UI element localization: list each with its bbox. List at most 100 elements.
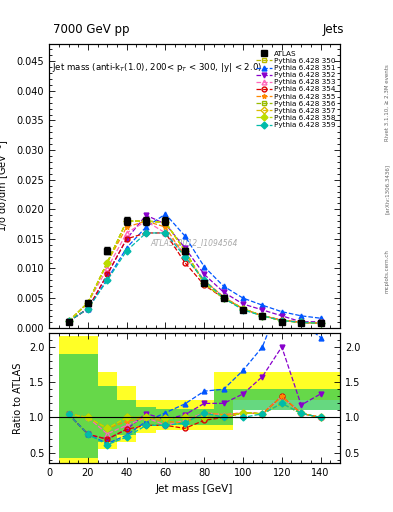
Pythia 6.428 352: [241, 301, 245, 307]
Pythia 6.428 350: [66, 318, 71, 325]
Pythia 6.428 353: [299, 319, 303, 326]
Pythia 6.428 353: [279, 317, 284, 323]
Pythia 6.428 359: [86, 306, 90, 312]
Pythia 6.428 357: [299, 319, 303, 326]
Pythia 6.428 356: [163, 219, 168, 225]
Line: Pythia 6.428 354: Pythia 6.428 354: [66, 230, 323, 326]
Pythia 6.428 354: [202, 282, 207, 288]
Pythia 6.428 353: [318, 320, 323, 326]
Pythia 6.428 355: [124, 224, 129, 230]
Pythia 6.428 351: [182, 233, 187, 239]
Pythia 6.428 353: [182, 250, 187, 257]
Pythia 6.428 351: [241, 295, 245, 301]
Pythia 6.428 350: [221, 295, 226, 301]
Pythia 6.428 354: [182, 260, 187, 266]
Pythia 6.428 359: [221, 295, 226, 301]
Pythia 6.428 357: [144, 218, 149, 224]
Pythia 6.428 357: [241, 306, 245, 312]
Pythia 6.428 357: [182, 248, 187, 254]
Pythia 6.428 355: [241, 306, 245, 312]
Pythia 6.428 352: [279, 313, 284, 319]
Pythia 6.428 356: [86, 300, 90, 306]
Pythia 6.428 352: [124, 236, 129, 242]
Pythia 6.428 353: [221, 294, 226, 300]
Pythia 6.428 355: [318, 320, 323, 326]
Pythia 6.428 351: [279, 309, 284, 315]
Pythia 6.428 350: [241, 306, 245, 312]
Pythia 6.428 357: [105, 260, 110, 266]
Pythia 6.428 358: [241, 306, 245, 312]
Pythia 6.428 355: [279, 317, 284, 323]
Pythia 6.428 355: [182, 253, 187, 260]
Text: [arXiv:1306.3436]: [arXiv:1306.3436]: [385, 164, 389, 215]
Pythia 6.428 354: [241, 306, 245, 312]
Pythia 6.428 354: [144, 230, 149, 236]
Pythia 6.428 350: [260, 313, 265, 319]
Pythia 6.428 356: [241, 306, 245, 312]
Pythia 6.428 359: [260, 313, 265, 319]
Text: ATLAS_2012_I1094564: ATLAS_2012_I1094564: [151, 238, 238, 247]
Pythia 6.428 359: [299, 319, 303, 326]
Pythia 6.428 352: [86, 306, 90, 312]
Pythia 6.428 350: [124, 218, 129, 224]
Pythia 6.428 350: [202, 280, 207, 286]
Text: mcplots.cern.ch: mcplots.cern.ch: [385, 249, 389, 293]
Pythia 6.428 355: [221, 294, 226, 300]
Pythia 6.428 356: [318, 320, 323, 326]
Pythia 6.428 351: [299, 313, 303, 319]
Pythia 6.428 351: [66, 318, 71, 325]
Pythia 6.428 359: [241, 307, 245, 313]
Pythia 6.428 356: [66, 318, 71, 325]
Pythia 6.428 357: [86, 300, 90, 306]
Pythia 6.428 357: [124, 218, 129, 224]
Pythia 6.428 350: [105, 260, 110, 266]
Line: Pythia 6.428 355: Pythia 6.428 355: [66, 219, 323, 326]
Pythia 6.428 352: [260, 307, 265, 313]
Pythia 6.428 350: [318, 320, 323, 326]
Text: 7000 GeV pp: 7000 GeV pp: [53, 23, 130, 36]
Line: Pythia 6.428 351: Pythia 6.428 351: [66, 211, 323, 324]
Pythia 6.428 351: [144, 224, 149, 230]
Pythia 6.428 358: [318, 320, 323, 326]
Pythia 6.428 352: [318, 318, 323, 325]
Pythia 6.428 359: [124, 248, 129, 254]
Pythia 6.428 355: [260, 313, 265, 319]
Pythia 6.428 350: [182, 248, 187, 254]
Pythia 6.428 358: [260, 313, 265, 319]
Pythia 6.428 351: [105, 276, 110, 282]
Pythia 6.428 350: [144, 218, 149, 224]
Legend: ATLAS, Pythia 6.428 350, Pythia 6.428 351, Pythia 6.428 352, Pythia 6.428 353, P: ATLAS, Pythia 6.428 350, Pythia 6.428 35…: [253, 48, 338, 131]
Pythia 6.428 354: [318, 320, 323, 326]
Pythia 6.428 356: [144, 218, 149, 224]
Pythia 6.428 351: [260, 302, 265, 308]
Pythia 6.428 358: [182, 248, 187, 254]
Pythia 6.428 351: [86, 306, 90, 312]
Pythia 6.428 358: [221, 295, 226, 301]
Pythia 6.428 356: [299, 319, 303, 326]
Pythia 6.428 359: [144, 230, 149, 236]
Line: Pythia 6.428 350: Pythia 6.428 350: [66, 219, 323, 326]
Pythia 6.428 354: [279, 317, 284, 323]
Y-axis label: Ratio to ATLAS: Ratio to ATLAS: [13, 362, 23, 434]
Pythia 6.428 354: [86, 306, 90, 312]
Pythia 6.428 359: [202, 278, 207, 284]
Pythia 6.428 351: [124, 245, 129, 251]
Pythia 6.428 359: [318, 320, 323, 326]
Pythia 6.428 355: [163, 224, 168, 230]
Pythia 6.428 351: [318, 315, 323, 322]
Pythia 6.428 353: [260, 313, 265, 319]
Pythia 6.428 351: [221, 283, 226, 289]
Pythia 6.428 350: [86, 300, 90, 306]
Pythia 6.428 350: [279, 317, 284, 324]
Text: Jet mass (anti-k$_{T}$(1.0), 200< p$_{T}$ < 300, |y| < 2.0): Jet mass (anti-k$_{T}$(1.0), 200< p$_{T}…: [51, 60, 262, 74]
Pythia 6.428 358: [105, 260, 110, 266]
Pythia 6.428 357: [202, 280, 207, 286]
Pythia 6.428 352: [144, 212, 149, 218]
Y-axis label: 1/σ dσ/dm [GeV$^{-1}$]: 1/σ dσ/dm [GeV$^{-1}$]: [0, 139, 11, 232]
Pythia 6.428 353: [66, 318, 71, 325]
Pythia 6.428 352: [66, 318, 71, 325]
Pythia 6.428 357: [163, 219, 168, 225]
Pythia 6.428 356: [221, 295, 226, 301]
Pythia 6.428 357: [279, 317, 284, 324]
Pythia 6.428 352: [202, 271, 207, 278]
